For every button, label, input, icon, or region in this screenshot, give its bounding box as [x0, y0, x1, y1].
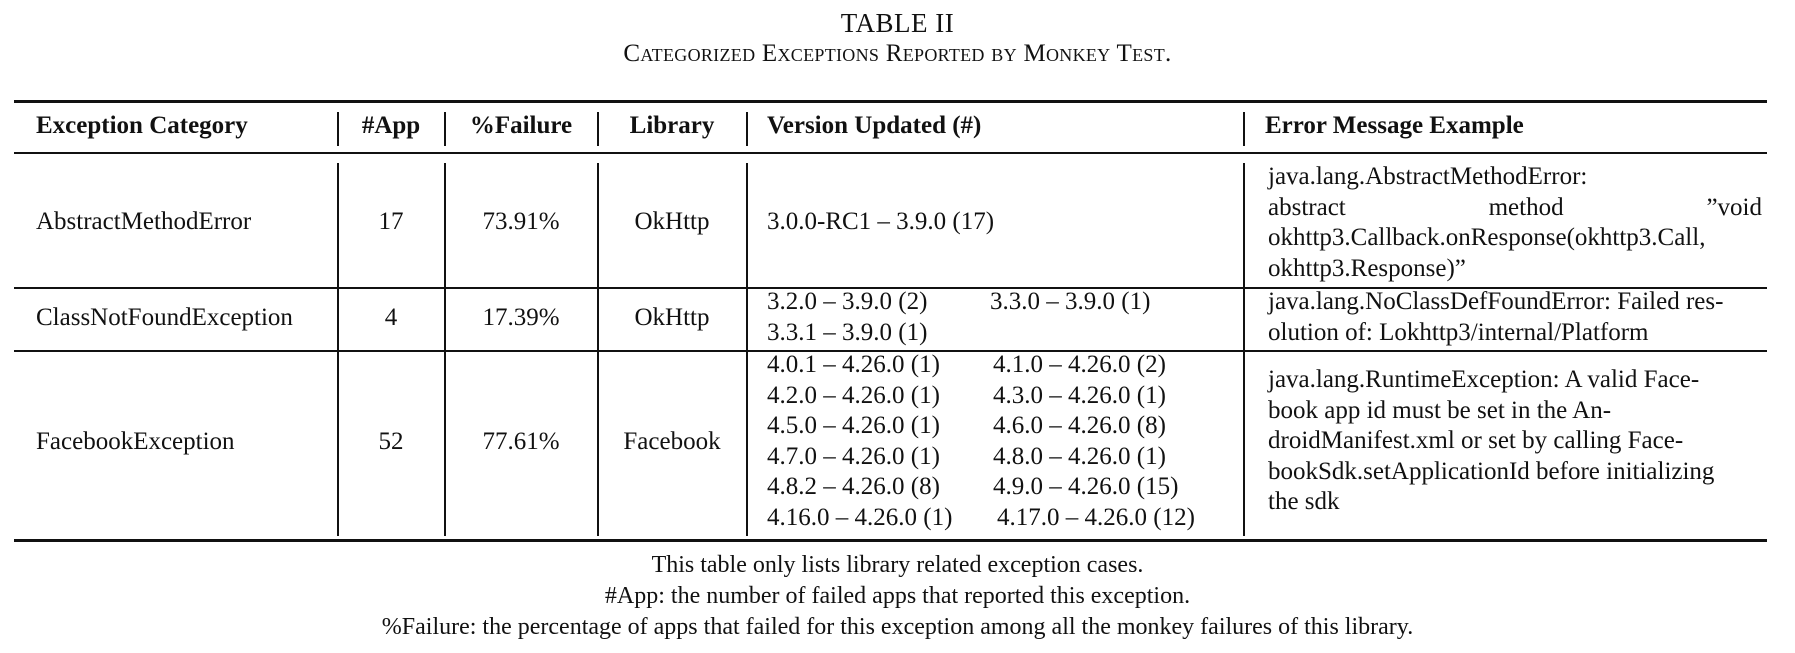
- column-divider: [597, 163, 599, 536]
- bottom-rule: [14, 539, 1767, 542]
- header-library: Library: [629, 112, 715, 139]
- table-note: %Failure: the percentage of apps that fa…: [381, 614, 1414, 640]
- message-line: okhttp3.Response)”: [1268, 254, 1466, 282]
- column-divider: [746, 112, 748, 146]
- row-3-message: java.lang.RuntimeException: A valid Face…: [1268, 365, 1762, 518]
- row-3-version: 4.2.0 – 4.26.0 (1): [767, 382, 940, 409]
- header-failure-percent: %Failure: [469, 112, 573, 139]
- message-line: the sdk: [1268, 488, 1340, 515]
- row-3-category: FacebookException: [36, 428, 235, 455]
- message-line: java.lang.AbstractMethodError:: [1268, 163, 1588, 190]
- row-3-version: 4.8.0 – 4.26.0 (1): [993, 443, 1166, 470]
- message-line: java.lang.RuntimeException: A valid Face…: [1268, 366, 1700, 393]
- row-2-library: OkHttp: [634, 304, 710, 331]
- column-divider: [444, 163, 446, 536]
- row-1-library: OkHttp: [634, 208, 710, 235]
- top-rule: [14, 100, 1767, 103]
- message-line: olution of: Lokhttp3/internal/Platform: [1268, 318, 1649, 346]
- header-rule: [14, 152, 1767, 154]
- row-1-category: AbstractMethodError: [36, 208, 252, 235]
- column-divider: [746, 163, 748, 536]
- column-divider: [337, 163, 339, 536]
- message-line: book app id must be set in the An-: [1268, 396, 1612, 424]
- row-1-version: 3.0.0-RC1 – 3.9.0 (17): [767, 208, 995, 235]
- row-3-version: 4.9.0 – 4.26.0 (15): [993, 473, 1179, 500]
- column-divider: [1243, 163, 1245, 536]
- row-3-apps: 52: [378, 428, 404, 455]
- row-3-library: Facebook: [623, 428, 721, 455]
- row-3-failure: 77.61%: [482, 428, 560, 455]
- row-3-version: 4.1.0 – 4.26.0 (2): [993, 351, 1166, 378]
- row-3-version: 4.6.0 – 4.26.0 (8): [993, 412, 1166, 439]
- row-2-message: java.lang.NoClassDefFoundError: Failed r…: [1268, 287, 1762, 348]
- row-1-apps: 17: [378, 208, 404, 235]
- column-divider: [597, 112, 599, 146]
- row-3-version: 4.17.0 – 4.26.0 (12): [997, 504, 1195, 531]
- header-app-count: #App: [361, 112, 421, 139]
- row-rule: [14, 350, 1767, 352]
- row-3-version: 4.7.0 – 4.26.0 (1): [767, 443, 940, 470]
- table-note: This table only lists library related ex…: [651, 552, 1144, 578]
- row-1-failure: 73.91%: [482, 208, 560, 235]
- header-exception-category: Exception Category: [36, 112, 248, 139]
- row-3-version: 4.8.2 – 4.26.0 (8): [767, 473, 940, 500]
- row-2-version: 3.2.0 – 3.9.0 (2): [767, 288, 928, 315]
- row-3-version: 4.16.0 – 4.26.0 (1): [767, 504, 953, 531]
- row-rule: [14, 287, 1767, 289]
- row-2-version: 3.3.1 – 3.9.0 (1): [767, 319, 928, 346]
- table-number: TABLE II: [840, 8, 955, 38]
- row-1-message: java.lang.AbstractMethodError: abstract m…: [1268, 162, 1762, 284]
- row-2-failure: 17.39%: [482, 304, 560, 331]
- row-2-version: 3.3.0 – 3.9.0 (1): [990, 288, 1151, 315]
- message-line: java.lang.NoClassDefFoundError: Failed r…: [1268, 288, 1724, 315]
- column-divider: [1243, 112, 1245, 146]
- message-line: bookSdk.setApplicationId before initiali…: [1268, 457, 1715, 485]
- header-error-message: Error Message Example: [1265, 112, 1524, 139]
- table-note: #App: the number of failed apps that rep…: [604, 583, 1191, 609]
- row-3-version: 4.3.0 – 4.26.0 (1): [993, 382, 1166, 409]
- column-divider: [337, 112, 339, 146]
- message-line: okhttp3.Callback.onResponse(okhttp3.Call…: [1268, 224, 1706, 251]
- message-line: abstract method ”void: [1268, 193, 1762, 221]
- column-divider: [444, 112, 446, 146]
- header-version-updated: Version Updated (#): [767, 112, 982, 139]
- row-2-apps: 4: [384, 304, 398, 331]
- message-line: droidManifest.xml or set by calling Face…: [1268, 427, 1684, 454]
- row-3-version: 4.0.1 – 4.26.0 (1): [767, 351, 940, 378]
- table-title: Categorized Exceptions Reported by Monke…: [623, 40, 1172, 67]
- row-2-category: ClassNotFoundException: [36, 304, 293, 331]
- row-3-version: 4.5.0 – 4.26.0 (1): [767, 412, 940, 439]
